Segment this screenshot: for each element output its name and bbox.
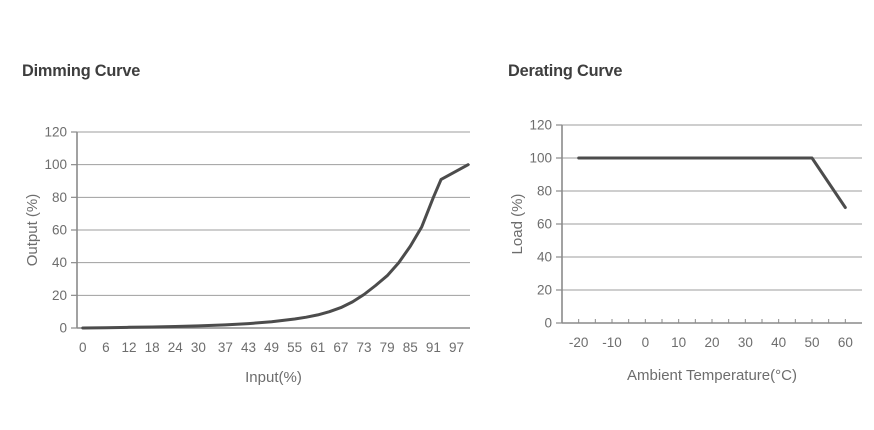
x-tick-label: 97 [449,340,464,355]
y-tick-label: 100 [529,151,552,166]
x-tick-label: 60 [838,335,853,350]
x-tick-label: 85 [403,340,418,355]
x-tick-label: 61 [310,340,325,355]
y-tick-label: 80 [537,184,552,199]
x-tick-label: 79 [380,340,395,355]
x-axis-label: Ambient Temperature(°C) [627,367,797,384]
y-tick-label: 60 [537,217,552,232]
y-tick-label: 20 [537,283,552,298]
x-tick-label: 43 [241,340,256,355]
x-tick-label: -20 [569,335,589,350]
x-tick-label: 0 [642,335,650,350]
x-tick-label: 55 [287,340,302,355]
y-tick-label: 80 [52,190,67,205]
load-vs-ambient-temperature-line [577,156,847,209]
y-axis-label: Load (%) [509,194,526,255]
y-tick-label: 0 [59,321,67,336]
y-tick-label: 40 [537,250,552,265]
y-tick-label: 0 [544,316,552,331]
y-tick-label: 120 [529,118,552,133]
x-tick-label: 30 [738,335,753,350]
x-axis-label: Input(%) [245,369,302,386]
x-tick-label: 50 [804,335,819,350]
x-tick-label: -10 [602,335,622,350]
x-tick-label: 18 [145,340,160,355]
x-tick-label: 24 [168,340,184,355]
x-tick-label: 0 [79,340,87,355]
x-tick-label: 10 [671,335,686,350]
y-axis-label: Output (%) [24,194,41,267]
x-tick-label: 49 [264,340,279,355]
dimming-curve-title: Dimming Curve [22,61,141,80]
x-tick-label: 37 [218,340,233,355]
y-tick-label: 100 [44,157,67,172]
x-tick-label: 6 [102,340,110,355]
output-vs-input-line [81,163,470,330]
x-tick-label: 73 [357,340,372,355]
y-tick-label: 40 [52,255,67,270]
derating-curve-plot: 0 20 40 60 80 100 120 -20 -10 0 10 20 30 40 50 60 Ambien… [509,118,862,384]
x-tick-label: 91 [426,340,441,355]
x-tick-label: 40 [771,335,786,350]
x-tick-label: 12 [121,340,136,355]
derating-curve-title: Derating Curve [508,61,623,80]
y-tick-label: 60 [52,223,67,238]
x-tick-label: 30 [191,340,206,355]
x-tick-label: 67 [333,340,348,355]
y-tick-label: 120 [44,125,67,140]
x-tick-label: 20 [704,335,719,350]
y-tick-label: 20 [52,288,67,303]
